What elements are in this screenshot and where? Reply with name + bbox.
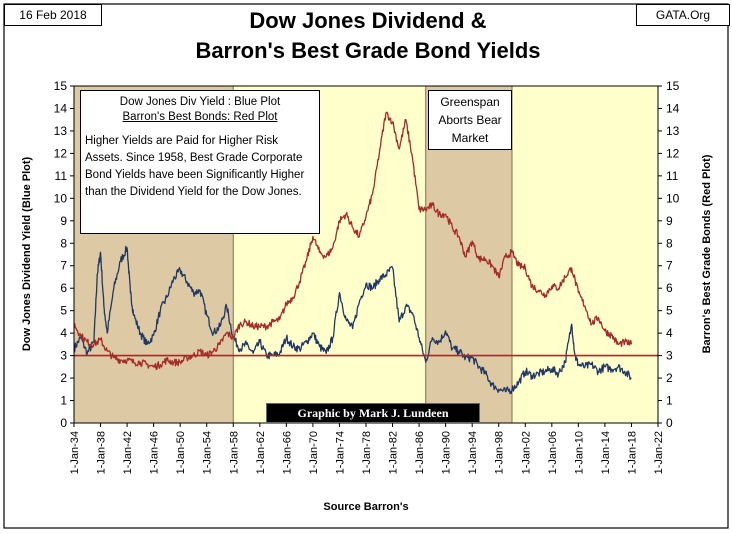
legend-bond-entry: Barron's Best Bonds: Red Plot <box>122 111 278 123</box>
left-axis-label: Dow Jones Dividend Yield (Blue Plot) <box>21 156 33 352</box>
x-tick-label: 1-Jan-02 <box>520 431 532 474</box>
left-tick-label: 1 <box>60 394 67 408</box>
left-tick-label: 5 <box>60 304 67 318</box>
x-tick-label: 1-Jan-90 <box>441 431 453 474</box>
x-tick-label: 1-Jan-06 <box>547 431 559 474</box>
right-tick-label: 2 <box>666 371 673 385</box>
legend-dow-entry: Dow Jones Div Yield : Blue Plot <box>119 96 281 108</box>
x-tick-label: 1-Jan-42 <box>122 431 134 474</box>
left-tick-label: 6 <box>60 281 67 295</box>
left-tick-label: 8 <box>60 236 67 250</box>
right-axis-label: Barron's Best Grade Bonds (Red Plot) <box>701 154 713 354</box>
right-tick-label: 0 <box>666 416 673 430</box>
series-layer <box>73 111 633 395</box>
right-tick-label: 10 <box>666 191 680 205</box>
left-tick-label: 12 <box>54 146 68 160</box>
title-line-2: Barron's Best Grade Bond Yields <box>195 38 541 63</box>
right-tick-label: 4 <box>666 326 673 340</box>
chart-title: Dow Jones Dividend & Barron's Best Grade… <box>100 6 636 66</box>
series-line-1 <box>73 111 633 371</box>
right-tick-label: 9 <box>666 214 673 228</box>
x-tick-label: 1-Jan-78 <box>361 431 373 474</box>
right-tick-label: 3 <box>666 349 673 363</box>
right-tick-label: 8 <box>666 236 673 250</box>
x-axis-label: Source Barron's <box>323 501 409 513</box>
x-tick-label: 1-Jan-70 <box>308 431 320 474</box>
right-tick-label: 7 <box>666 259 673 273</box>
x-tick-label: 1-Jan-94 <box>467 431 479 474</box>
left-tick-label: 4 <box>60 326 67 340</box>
x-tick-label: 1-Jan-14 <box>600 431 612 474</box>
left-tick-label: 11 <box>55 169 68 183</box>
series-line-0 <box>73 245 632 395</box>
right-tick-label: 12 <box>666 146 680 160</box>
x-tick-label: 1-Jan-22 <box>653 431 665 474</box>
x-tick-label: 1-Jan-74 <box>334 431 346 474</box>
date-label: 16 Feb 2018 <box>4 4 102 26</box>
x-tick-label: 1-Jan-54 <box>202 431 214 474</box>
left-tick-label: 9 <box>60 214 67 228</box>
right-tick-label: 5 <box>666 304 673 318</box>
title-line-1: Dow Jones Dividend & <box>249 8 487 33</box>
right-tick-label: 14 <box>666 101 680 115</box>
x-tick-label: 1-Jan-98 <box>494 431 506 474</box>
left-tick-label: 10 <box>54 191 68 205</box>
left-tick-label: 3 <box>60 349 67 363</box>
x-tick-label: 1-Jan-86 <box>414 431 426 474</box>
legend-box: Dow Jones Div Yield : Blue Plot Barron's… <box>80 90 320 234</box>
x-tick-label: 1-Jan-50 <box>175 431 187 474</box>
x-tick-label: 1-Jan-58 <box>228 431 240 474</box>
left-tick-label: 7 <box>60 259 67 273</box>
x-tick-label: 1-Jan-10 <box>573 431 585 474</box>
right-tick-label: 6 <box>666 281 673 295</box>
x-tick-label: 1-Jan-34 <box>69 431 81 474</box>
x-axis: 1-Jan-34 1-Jan-38 1-Jan-42 1-Jan-46 1-Jan-50… <box>69 423 665 474</box>
x-tick-label: 1-Jan-66 <box>281 431 293 474</box>
left-tick-label: 13 <box>54 124 68 138</box>
left-tick-label: 0 <box>60 416 67 430</box>
greenspan-annotation: Greenspan Aborts Bear Market <box>428 90 512 150</box>
credit-label: Graphic by Mark J. Lundeen <box>266 403 480 423</box>
x-tick-label: 1-Jan-46 <box>149 431 161 474</box>
right-tick-label: 13 <box>666 124 680 138</box>
legend-note: Higher Yields are Paid for Higher Risk A… <box>85 135 305 198</box>
right-tick-label: 15 <box>666 79 680 93</box>
right-tick-label: 1 <box>666 394 673 408</box>
right-tick-label: 11 <box>666 169 679 183</box>
site-label: GATA.Org <box>636 4 730 26</box>
left-tick-label: 2 <box>60 371 67 385</box>
x-tick-label: 1-Jan-62 <box>255 431 267 474</box>
left-tick-label: 14 <box>54 101 68 115</box>
x-tick-label: 1-Jan-38 <box>96 431 108 474</box>
x-tick-label: 1-Jan-82 <box>388 431 400 474</box>
x-tick-label: 1-Jan-18 <box>626 431 638 474</box>
left-tick-label: 15 <box>54 79 68 93</box>
